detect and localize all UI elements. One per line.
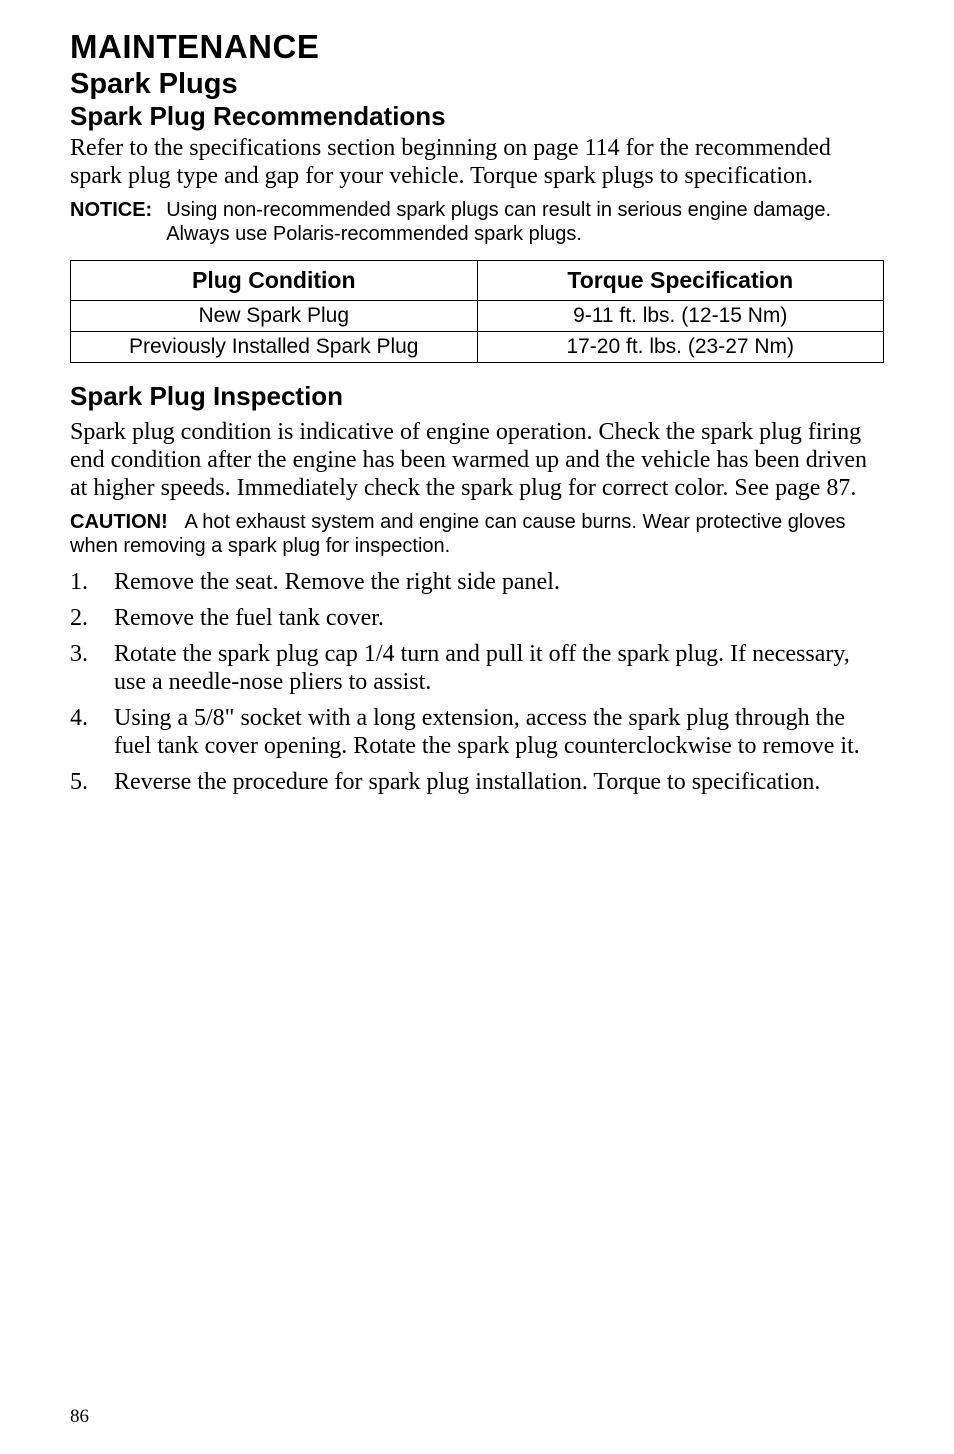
- table-cell: New Spark Plug: [71, 301, 478, 332]
- steps-list: Remove the seat. Remove the right side p…: [70, 568, 884, 796]
- table-cell: 17-20 ft. lbs. (23-27 Nm): [477, 332, 884, 363]
- table-header-condition: Plug Condition: [71, 261, 478, 301]
- paragraph-recommendations: Refer to the specifications section begi…: [70, 134, 884, 190]
- notice-label: NOTICE:: [70, 198, 152, 222]
- table-row: New Spark Plug 9-11 ft. lbs. (12-15 Nm): [71, 301, 884, 332]
- section-title-h2: Spark Plugs: [70, 68, 884, 101]
- subsection-title-recommendations: Spark Plug Recommendations: [70, 101, 884, 132]
- subsection-title-inspection: Spark Plug Inspection: [70, 381, 884, 412]
- list-item: Rotate the spark plug cap 1/4 turn and p…: [70, 640, 884, 696]
- paragraph-inspection: Spark plug condition is indicative of en…: [70, 418, 884, 502]
- table-row: Previously Installed Spark Plug 17-20 ft…: [71, 332, 884, 363]
- caution-block: CAUTION! A hot exhaust system and engine…: [70, 510, 884, 558]
- table-header-row: Plug Condition Torque Specification: [71, 261, 884, 301]
- list-item: Remove the seat. Remove the right side p…: [70, 568, 884, 596]
- table-cell: Previously Installed Spark Plug: [71, 332, 478, 363]
- table-cell: 9-11 ft. lbs. (12-15 Nm): [477, 301, 884, 332]
- torque-spec-table: Plug Condition Torque Specification New …: [70, 260, 884, 363]
- table-header-torque: Torque Specification: [477, 261, 884, 301]
- notice-text: Using non-recommended spark plugs can re…: [166, 198, 884, 246]
- list-item: Using a 5/8" socket with a long extensio…: [70, 704, 884, 760]
- page-title-h1: MAINTENANCE: [70, 28, 884, 66]
- page-number: 86: [70, 1406, 89, 1428]
- list-item: Reverse the procedure for spark plug ins…: [70, 768, 884, 796]
- caution-text: A hot exhaust system and engine can caus…: [70, 511, 846, 557]
- caution-label: CAUTION!: [70, 511, 168, 533]
- notice-block: NOTICE: Using non-recommended spark plug…: [70, 198, 884, 246]
- list-item: Remove the fuel tank cover.: [70, 604, 884, 632]
